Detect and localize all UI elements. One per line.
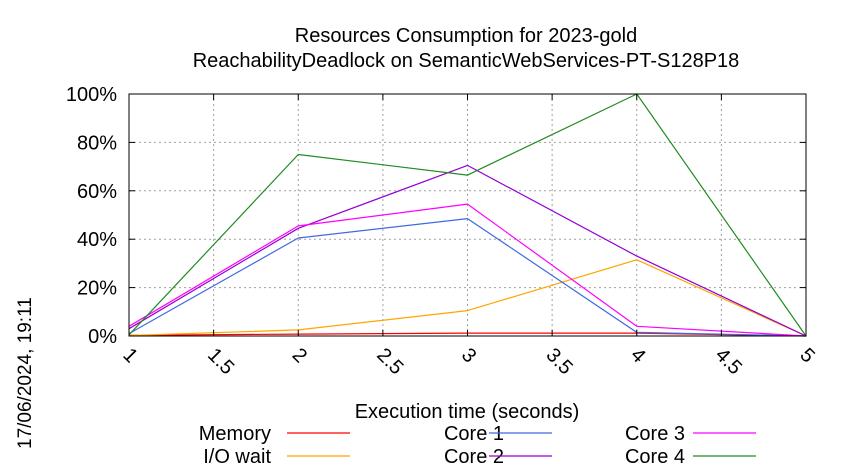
legend-label-core-3: Core 3 [625, 423, 685, 445]
y-tick-label: 80% [77, 132, 117, 154]
grid [129, 94, 806, 336]
legend-label-i-o-wait: I/O wait [203, 446, 271, 468]
x-tick-label: 1 [118, 344, 141, 367]
x-tick-label: 3 [457, 344, 480, 367]
y-tick-label: 0% [88, 326, 117, 348]
series-lines [128, 93, 807, 337]
chart-subtitle: ReachabilityDeadlock on SemanticWebServi… [193, 50, 740, 72]
legend-label-core-4: Core 4 [625, 446, 685, 468]
y-tick-label: 100% [66, 84, 117, 106]
series-line-i-o-wait [128, 259, 807, 337]
x-tick-label: 4 [626, 344, 649, 367]
x-tick-label: 4.5 [711, 344, 746, 379]
x-tick-label: 2 [288, 344, 311, 367]
x-tick-label: 2.5 [372, 344, 407, 379]
legend-label-memory: Memory [199, 423, 271, 445]
series-line-core-2 [128, 164, 807, 337]
timestamp-label: 17/06/2024, 19:11 [15, 297, 36, 449]
y-tick-label: 60% [77, 181, 117, 203]
x-tick-label: 1.5 [203, 344, 238, 379]
x-tick-label: 3.5 [542, 344, 577, 379]
x-tick-label: 5 [795, 344, 818, 367]
legend-label-core-2: Core 2 [444, 446, 504, 468]
series-line-core-4 [128, 93, 807, 337]
x-axis-label: Execution time (seconds) [355, 401, 580, 423]
y-tick-label: 40% [77, 229, 117, 251]
y-tick-label: 20% [77, 278, 117, 300]
chart-title: Resources Consumption for 2023-gold [295, 25, 637, 47]
series-line-core-3 [128, 203, 807, 337]
series-line-core-1 [128, 218, 807, 337]
legend-label-core-1: Core 1 [444, 423, 504, 445]
